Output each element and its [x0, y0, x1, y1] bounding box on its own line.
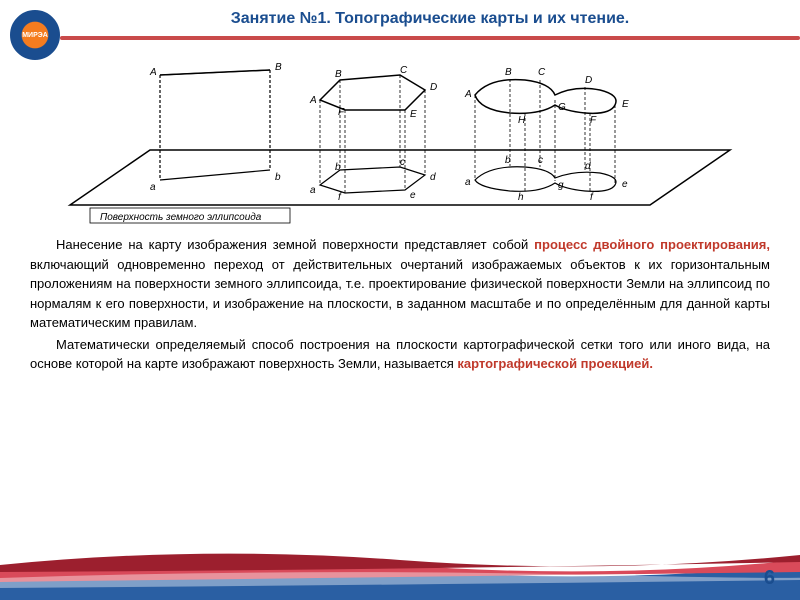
projection-diagram: Поверхность земного эллипсоида A Ba b A B C D E F…: [30, 55, 770, 225]
svg-text:B: B: [275, 62, 282, 73]
logo: МИРЭА: [10, 10, 60, 60]
svg-text:e: e: [622, 179, 628, 190]
svg-text:e: e: [410, 190, 416, 201]
highlight-1: процесс двойного проектирования,: [534, 237, 770, 252]
svg-text:A: A: [149, 67, 157, 78]
svg-text:D: D: [430, 82, 437, 93]
svg-text:B: B: [335, 69, 342, 80]
page-title: Занятие №1. Топографические карты и их ч…: [60, 10, 800, 28]
highlight-2: картографической проекцией.: [457, 356, 653, 371]
svg-text:a: a: [310, 185, 316, 196]
footer-wave: [0, 550, 800, 600]
svg-text:b: b: [275, 172, 281, 183]
svg-text:a: a: [150, 182, 156, 193]
paragraph-1: Нанесение на карту изображения земной по…: [30, 235, 770, 333]
header-divider: [60, 36, 800, 40]
svg-text:E: E: [622, 99, 629, 110]
logo-text: МИРЭА: [22, 32, 48, 39]
svg-text:g: g: [558, 180, 564, 191]
svg-text:a: a: [465, 177, 471, 188]
svg-text:Поверхность земного эллипсоида: Поверхность земного эллипсоида: [100, 212, 262, 223]
svg-text:c: c: [400, 157, 405, 168]
svg-text:F: F: [338, 107, 345, 118]
body-text: Нанесение на карту изображения земной по…: [30, 235, 770, 374]
svg-text:b: b: [335, 162, 341, 173]
svg-text:h: h: [518, 192, 524, 203]
svg-text:F: F: [590, 115, 597, 126]
svg-text:f: f: [338, 192, 342, 203]
svg-text:D: D: [585, 75, 592, 86]
paragraph-2: Математически определяемый способ постро…: [30, 335, 770, 374]
svg-text:C: C: [400, 65, 408, 76]
page-number: 6: [764, 567, 775, 590]
svg-text:A: A: [309, 95, 317, 106]
svg-text:d: d: [585, 161, 591, 172]
svg-text:d: d: [430, 172, 436, 183]
svg-text:C: C: [538, 67, 546, 78]
svg-text:b: b: [505, 155, 511, 166]
svg-text:A: A: [464, 89, 472, 100]
svg-text:E: E: [410, 109, 417, 120]
svg-text:H: H: [518, 115, 526, 126]
svg-text:f: f: [590, 192, 594, 203]
svg-text:c: c: [538, 155, 543, 166]
svg-text:B: B: [505, 67, 512, 78]
svg-text:G: G: [558, 102, 566, 113]
